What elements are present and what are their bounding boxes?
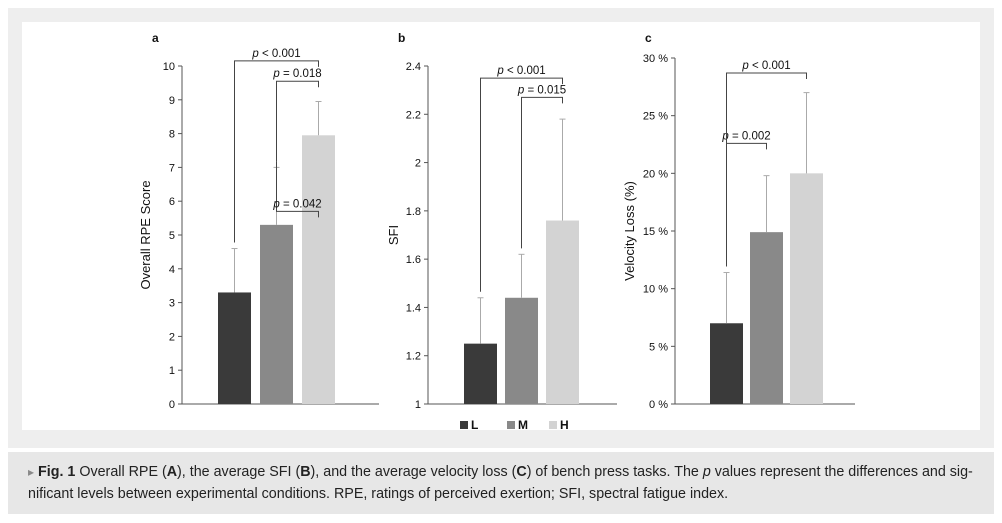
p-value-label: p = 0.018: [272, 68, 321, 80]
bar-H: [546, 220, 579, 404]
y-tick-label: 1: [169, 365, 175, 377]
caption-bold-b: B: [300, 464, 311, 480]
bar-H: [302, 135, 335, 404]
y-axis-title: Velocity Loss (%): [622, 181, 637, 281]
bar-M: [750, 232, 783, 404]
significance-bracket: [521, 96, 563, 249]
caption-bold-c: C: [516, 464, 527, 480]
bar-L: [710, 323, 743, 404]
p-value-label: p < 0.001: [251, 48, 300, 60]
caption-bold-a: A: [166, 464, 178, 480]
y-tick-label: 2: [169, 331, 175, 343]
y-tick-label: 20 %: [643, 168, 668, 180]
figure-panel: a 0 1 2 3 4 5 6 7 8 9 10 Overall RPE Score p = 0.042 p…: [8, 8, 994, 448]
caption-italic-p: p: [702, 464, 711, 480]
legend-swatch-M: [507, 421, 515, 429]
y-tick-label: 8: [169, 129, 175, 141]
legend-label-H: H: [560, 418, 569, 430]
y-tick-label: 2: [415, 158, 421, 170]
y-tick-label: 10 %: [643, 284, 668, 296]
y-tick-label: 5: [169, 230, 175, 242]
y-tick-label: 0 %: [649, 399, 668, 411]
y-tick-label: 1.8: [406, 206, 421, 218]
caption-text-2: ), the average SFI (: [177, 464, 301, 480]
y-tick-label: 9: [169, 95, 175, 107]
y-tick-label: 15 %: [643, 226, 668, 238]
legend-label-M: M: [518, 418, 528, 430]
panel-label-b: b: [398, 31, 405, 45]
bar-L: [218, 292, 251, 404]
significance-bracket: [480, 77, 563, 292]
significance-bracket: [726, 72, 807, 267]
significance-bracket: [276, 161, 319, 218]
y-tick-label: 10: [163, 61, 175, 73]
bar-M: [260, 224, 293, 404]
y-tick-label: 25 %: [643, 111, 668, 123]
p-value-label: p < 0.001: [741, 60, 790, 72]
y-tick-label: 5 %: [649, 341, 668, 353]
y-tick-label: 4: [169, 264, 175, 276]
y-axis-title: Overall RPE Score: [138, 180, 153, 289]
p-value-label: p < 0.001: [496, 65, 545, 77]
y-tick-label: 3: [169, 298, 175, 310]
panel-label-c: c: [645, 31, 652, 45]
y-tick-label: 0: [169, 399, 175, 411]
caption-figure-label: Fig. 1: [38, 464, 76, 480]
significance-bracket: [234, 60, 319, 243]
y-tick-label: 6: [169, 196, 175, 208]
legend-label-L: L: [471, 418, 478, 430]
panel-label-a: a: [152, 31, 159, 45]
y-tick-label: 1: [415, 399, 421, 411]
bar-M: [505, 297, 538, 404]
p-value-label: p = 0.042: [272, 198, 321, 210]
caption-marker-icon: ▸: [28, 465, 35, 479]
y-tick-label: 2.2: [406, 109, 421, 121]
y-axis-title: SFI: [386, 225, 401, 245]
y-tick-label: 2.4: [406, 61, 421, 73]
legend-swatch-L: [460, 421, 468, 429]
figure-chart-svg: a 0 1 2 3 4 5 6 7 8 9 10 Overall RPE Score p = 0.042 p…: [138, 31, 855, 430]
figure-area: a 0 1 2 3 4 5 6 7 8 9 10 Overall RPE Score p = 0.042 p…: [22, 22, 980, 430]
p-value-label: p = 0.015: [517, 84, 566, 96]
p-value-label: p = 0.002: [721, 130, 770, 142]
y-tick-label: 7: [169, 162, 175, 174]
caption-panel: ▸ Fig. 1 Overall RPE (A), the average SF…: [8, 452, 994, 514]
significance-bracket: [276, 80, 319, 162]
y-tick-label: 30 %: [643, 53, 668, 65]
caption-text-3: ), and the average velocity loss (: [310, 464, 517, 480]
caption-text-1: Overall RPE (: [75, 464, 167, 480]
caption-text-4: ) of bench press tasks. The: [526, 464, 703, 480]
bar-H: [790, 173, 823, 404]
y-tick-label: 1.6: [406, 254, 421, 266]
bar-L: [464, 343, 497, 404]
y-tick-label: 1.4: [406, 302, 421, 314]
legend-swatch-H: [549, 421, 557, 429]
caption-text-5: values represent the differences and sig…: [28, 464, 973, 502]
y-tick-label: 1.2: [406, 351, 421, 363]
figure-caption: ▸ Fig. 1 Overall RPE (A), the average SF…: [28, 461, 978, 505]
